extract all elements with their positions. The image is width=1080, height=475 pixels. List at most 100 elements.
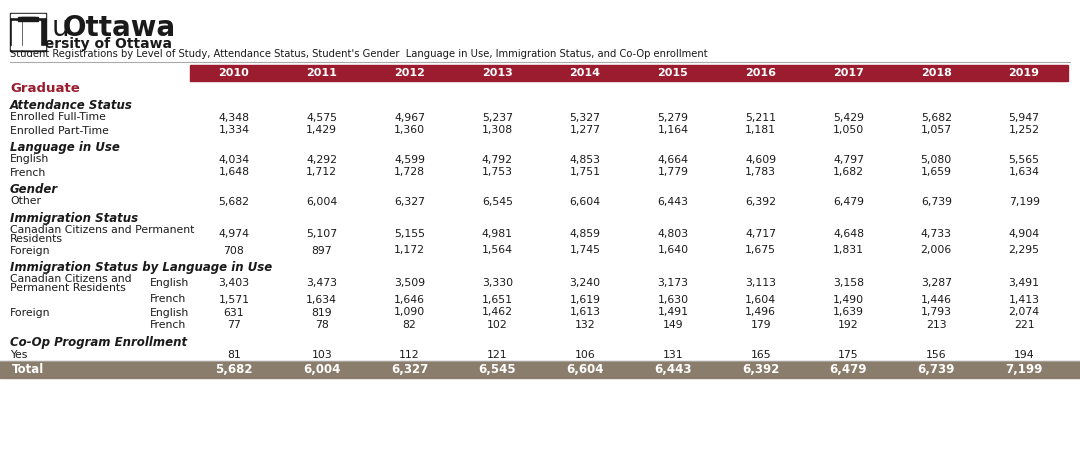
Text: 4,599: 4,599	[394, 154, 426, 164]
Text: 5,279: 5,279	[658, 113, 688, 123]
Text: 1,783: 1,783	[745, 168, 777, 178]
Text: 78: 78	[315, 321, 328, 331]
Text: 192: 192	[838, 321, 859, 331]
Text: 2012: 2012	[394, 68, 424, 78]
Text: Total: Total	[12, 363, 44, 376]
Text: 3,287: 3,287	[921, 278, 951, 288]
Text: 4,853: 4,853	[569, 154, 600, 164]
Text: 6,604: 6,604	[566, 363, 604, 376]
Text: 1,446: 1,446	[921, 294, 951, 304]
Text: Ottawa: Ottawa	[63, 14, 176, 42]
Text: 4,967: 4,967	[394, 113, 426, 123]
Text: 1,491: 1,491	[658, 307, 688, 317]
Text: French: French	[150, 294, 186, 304]
Bar	[11, 14, 45, 17]
Text: 2018: 2018	[921, 68, 951, 78]
Text: 156: 156	[926, 350, 946, 360]
Bar	[21, 17, 35, 18]
Text: Canadian Citizens and: Canadian Citizens and	[10, 274, 132, 284]
Text: French: French	[150, 321, 186, 331]
Text: 7,199: 7,199	[1009, 197, 1040, 207]
Text: 5,211: 5,211	[745, 113, 777, 123]
Text: 1,779: 1,779	[658, 168, 688, 178]
Text: 194: 194	[1014, 350, 1035, 360]
Text: 1,413: 1,413	[1009, 294, 1040, 304]
Text: 4,609: 4,609	[745, 154, 777, 164]
Text: 5,565: 5,565	[1009, 154, 1040, 164]
Bar	[10, 13, 46, 51]
Text: Immigration Status by Language in Use: Immigration Status by Language in Use	[10, 261, 272, 274]
Text: 3,173: 3,173	[658, 278, 688, 288]
Text: 1,490: 1,490	[833, 294, 864, 304]
Text: English: English	[150, 278, 189, 288]
Text: Language in Use: Language in Use	[10, 141, 120, 154]
Text: 1,675: 1,675	[745, 246, 777, 256]
Text: 631: 631	[224, 307, 244, 317]
Text: 1,571: 1,571	[218, 294, 249, 304]
Text: 1,496: 1,496	[745, 307, 777, 317]
Text: 4,292: 4,292	[307, 154, 337, 164]
Text: 2,006: 2,006	[920, 246, 951, 256]
Text: 103: 103	[311, 350, 332, 360]
Text: 1,334: 1,334	[218, 125, 249, 135]
Text: 6,443: 6,443	[658, 197, 688, 207]
Text: 1,462: 1,462	[482, 307, 513, 317]
Text: 175: 175	[838, 350, 859, 360]
Text: 2015: 2015	[658, 68, 688, 78]
Text: 1,640: 1,640	[658, 246, 688, 256]
Text: French: French	[10, 168, 46, 178]
Text: English: English	[10, 154, 50, 164]
Text: 6,443: 6,443	[654, 363, 691, 376]
Text: 5,080: 5,080	[920, 154, 951, 164]
Text: 5,682: 5,682	[921, 113, 951, 123]
Text: 1,252: 1,252	[1009, 125, 1040, 135]
Text: 6,004: 6,004	[306, 197, 337, 207]
Text: 4,733: 4,733	[921, 229, 951, 239]
Text: 2010: 2010	[218, 68, 249, 78]
Text: 1,651: 1,651	[482, 294, 513, 304]
Text: 6,739: 6,739	[918, 363, 955, 376]
Text: 4,797: 4,797	[833, 154, 864, 164]
Text: 81: 81	[227, 350, 241, 360]
Text: 121: 121	[487, 350, 508, 360]
Text: 4,803: 4,803	[658, 229, 688, 239]
Text: Enrolled Full-Time: Enrolled Full-Time	[10, 113, 106, 123]
Text: Foreign: Foreign	[10, 307, 51, 317]
Bar	[23, 19, 33, 49]
Text: 131: 131	[663, 350, 684, 360]
Text: 6,604: 6,604	[569, 197, 600, 207]
Text: 213: 213	[926, 321, 946, 331]
Text: Canadian Citizens and Permanent: Canadian Citizens and Permanent	[10, 225, 194, 235]
Text: 1,753: 1,753	[482, 168, 513, 178]
Text: 1,429: 1,429	[307, 125, 337, 135]
Text: 1,181: 1,181	[745, 125, 777, 135]
Text: 4,974: 4,974	[218, 229, 249, 239]
Text: 165: 165	[751, 350, 771, 360]
Text: 3,509: 3,509	[394, 278, 426, 288]
Text: Attendance Status: Attendance Status	[10, 99, 133, 112]
Text: 4,648: 4,648	[833, 229, 864, 239]
Text: 112: 112	[400, 350, 420, 360]
Text: 3,403: 3,403	[218, 278, 249, 288]
Text: 2011: 2011	[307, 68, 337, 78]
Text: 5,682: 5,682	[215, 363, 253, 376]
Text: 1,630: 1,630	[658, 294, 688, 304]
Text: 1,659: 1,659	[921, 168, 951, 178]
Text: 77: 77	[227, 321, 241, 331]
Text: Residents: Residents	[10, 234, 63, 244]
Bar	[0, 361, 1080, 378]
Text: 4,904: 4,904	[1009, 229, 1040, 239]
Text: 4,792: 4,792	[482, 154, 513, 164]
Text: Immigration Status: Immigration Status	[10, 212, 138, 225]
Text: 1,634: 1,634	[1009, 168, 1040, 178]
Text: 1,831: 1,831	[833, 246, 864, 256]
Text: 1,648: 1,648	[218, 168, 249, 178]
Text: 4,664: 4,664	[658, 154, 688, 164]
Bar	[190, 65, 1068, 81]
Text: 1,639: 1,639	[833, 307, 864, 317]
Text: 2,074: 2,074	[1009, 307, 1040, 317]
Text: 4,981: 4,981	[482, 229, 513, 239]
Text: 6,392: 6,392	[742, 363, 780, 376]
Text: 5,327: 5,327	[569, 113, 600, 123]
Bar	[17, 21, 21, 49]
